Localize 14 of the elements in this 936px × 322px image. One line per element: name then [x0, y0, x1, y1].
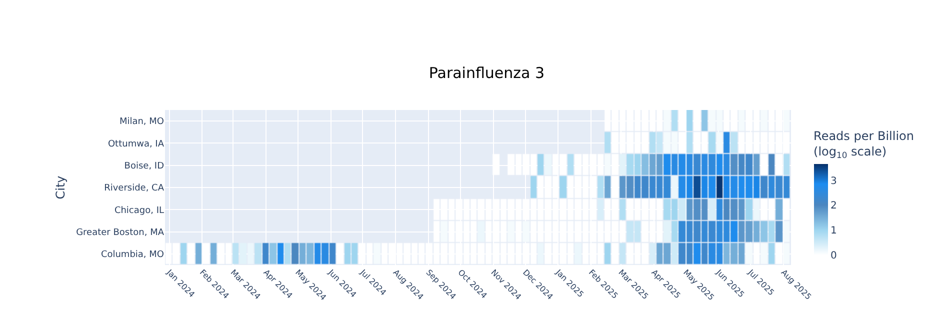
- y-tick-label: Greater Boston, MA: [76, 228, 165, 238]
- color-bar-title: Reads per Billion (log$_{10}$ scale): [814, 129, 914, 160]
- y-tick-label: Riverside, CA: [104, 184, 165, 194]
- y-tick-label: Ottumwa, IA: [108, 139, 165, 150]
- y-tick-label: Chicago, IL: [114, 206, 164, 216]
- chart-title: Parainfluenza 3: [428, 64, 545, 82]
- y-axis-title: City: [53, 176, 68, 200]
- y-tick-label: Boise, ID: [124, 162, 164, 172]
- color-bar-label: 0: [830, 250, 837, 262]
- y-tick-label: Columbia, MO: [100, 250, 164, 260]
- color-bar-label: 2: [830, 200, 837, 212]
- y-tick-label: Milan, MO: [119, 117, 164, 128]
- color-bar-label: 1: [830, 226, 837, 237]
- color-bar-label: 3: [830, 176, 837, 187]
